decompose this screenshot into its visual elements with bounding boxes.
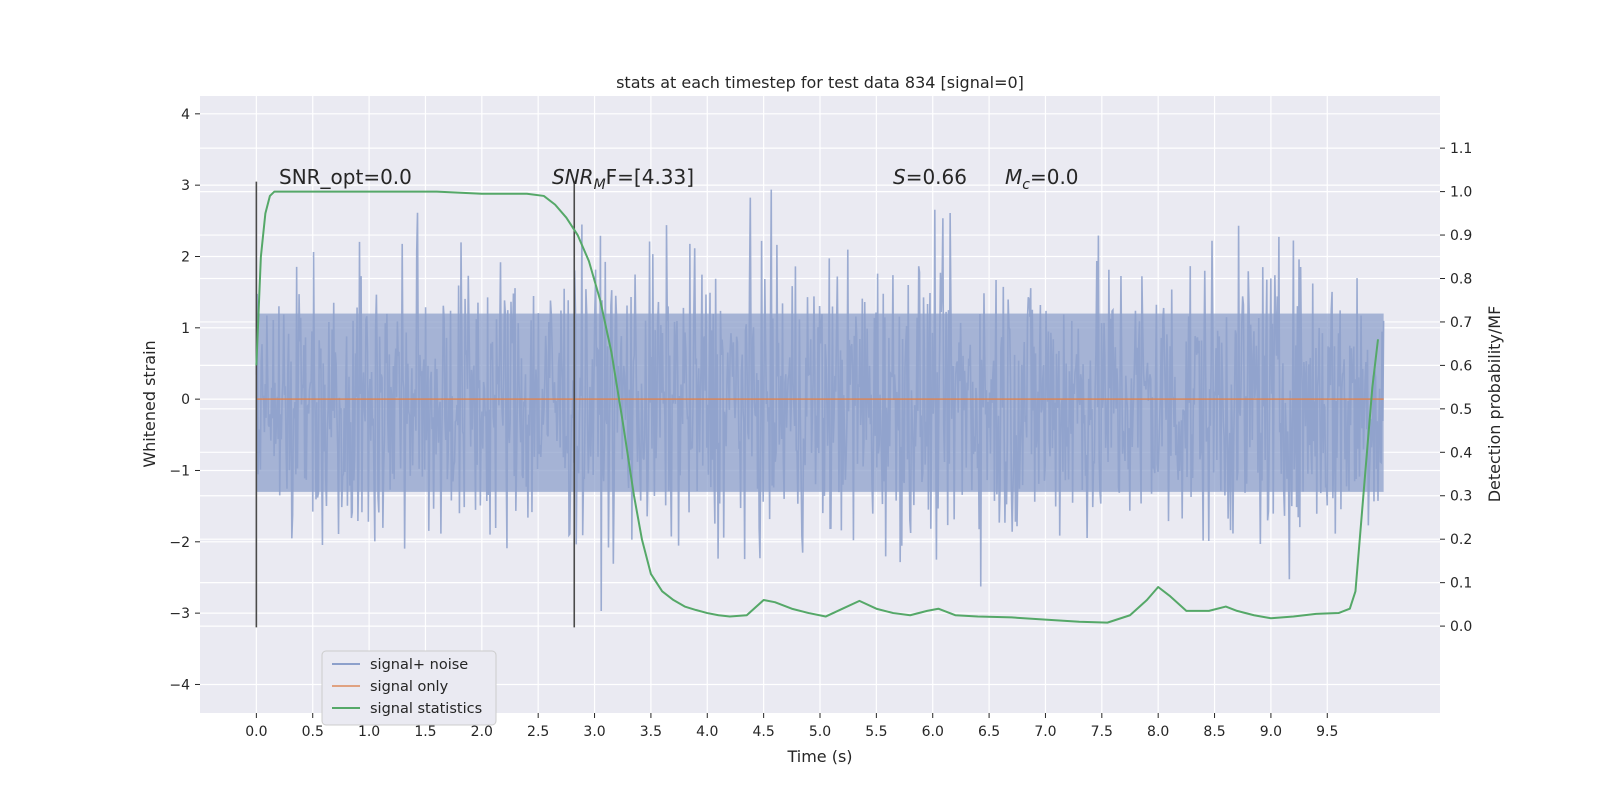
x-tick-label-14: 7.0 — [1034, 724, 1056, 740]
y2-tick-label-5: 0.5 — [1450, 402, 1472, 418]
noise-dense-band — [256, 313, 1384, 492]
x-tick-label-8: 4.0 — [696, 724, 718, 740]
y2-tick-label-10: 1.0 — [1450, 185, 1472, 201]
legend-label-noise: signal+ noise — [370, 657, 468, 673]
legend-label-stats: signal statistics — [370, 701, 482, 717]
y2-tick-label-3: 0.3 — [1450, 489, 1472, 505]
x-tick-label-9: 4.5 — [753, 724, 775, 740]
y2-tick-label-1: 0.1 — [1450, 576, 1472, 592]
annotation-s: S=0.66 — [893, 165, 967, 189]
y2-tick-label-8: 0.8 — [1450, 271, 1472, 287]
y-tick-label-2: −2 — [169, 535, 190, 551]
annotation-snr-mf: SNRMF=[4.33] — [552, 165, 694, 193]
x-axis-ticks: 0.0 0.5 1.0 1.5 2.0 2.5 3.0 3.5 4.0 4.5 5.0 5.5 6.0 6… — [245, 713, 1338, 740]
legend-box — [321, 650, 497, 726]
signal-statistics-line — [255, 190, 1379, 624]
y-tick-label-3: −1 — [169, 463, 190, 479]
legend-label-signal: signal only — [370, 679, 449, 695]
signal-statistics-series — [255, 190, 1379, 624]
y-tick-label-0: −4 — [169, 677, 190, 693]
x-tick-label-19: 9.5 — [1316, 724, 1338, 740]
y-tick-label-8: 4 — [181, 107, 190, 123]
x-tick-label-5: 2.5 — [527, 724, 549, 740]
y2-tick-label-4: 0.4 — [1450, 445, 1472, 461]
x-tick-label-17: 8.5 — [1203, 724, 1225, 740]
chart-title: stats at each timestep for test data 834… — [616, 73, 1024, 92]
x-tick-label-13: 6.5 — [978, 724, 1000, 740]
x-tick-label-18: 9.0 — [1260, 724, 1282, 740]
y-axis-label: Whitened strain — [140, 340, 159, 467]
legend: signal+ noise signal only signal statist… — [321, 650, 497, 726]
y2-axis-label: Detection probability/MF — [1485, 306, 1504, 503]
x-tick-label-12: 6.0 — [922, 724, 944, 740]
y2-tick-label-2: 0.2 — [1450, 532, 1472, 548]
x-tick-label-11: 5.5 — [865, 724, 887, 740]
x-tick-label-10: 5.0 — [809, 724, 831, 740]
y-tick-label-4: 0 — [181, 392, 190, 408]
x-tick-label-0: 0.0 — [245, 724, 267, 740]
y2-tick-label-7: 0.7 — [1450, 315, 1472, 331]
y-tick-label-7: 3 — [181, 178, 190, 194]
annotation-mc: Mc=0.0 — [1005, 165, 1079, 193]
y-tick-label-5: 1 — [181, 321, 190, 337]
y2-tick-label-11: 1.1 — [1450, 141, 1472, 157]
x-tick-label-16: 8.0 — [1147, 724, 1169, 740]
y-tick-label-6: 2 — [181, 249, 190, 265]
x-tick-label-6: 3.0 — [583, 724, 605, 740]
x-tick-label-2: 1.0 — [358, 724, 380, 740]
y2-tick-label-9: 0.9 — [1450, 228, 1472, 244]
y2-tick-label-6: 0.6 — [1450, 358, 1472, 374]
x-axis-label: Time (s) — [786, 747, 852, 766]
y-tick-label-1: −3 — [169, 606, 190, 622]
y2-axis-ticks: 0.0 0.1 0.2 0.3 0.4 0.5 0.6 0.7 0.8 0.9 1.0 1.1 — [1440, 141, 1472, 635]
y-axis-ticks: −4 −3 −2 −1 0 1 2 3 4 — [169, 107, 200, 693]
y2-tick-label-0: 0.0 — [1450, 619, 1472, 635]
vertical-markers — [255, 181, 576, 628]
x-tick-label-1: 0.5 — [302, 724, 324, 740]
x-tick-label-15: 7.5 — [1091, 724, 1113, 740]
x-tick-label-4: 2.0 — [471, 724, 493, 740]
signal-noise-series — [255, 189, 1385, 611]
x-tick-label-7: 3.5 — [640, 724, 662, 740]
annotations: SNR_opt=0.0 SNRMF=[4.33] S=0.66 Mc=0.0 — [279, 165, 1079, 193]
x-tick-label-3: 1.5 — [414, 724, 436, 740]
annotation-snr-opt: SNR_opt=0.0 — [279, 165, 412, 189]
